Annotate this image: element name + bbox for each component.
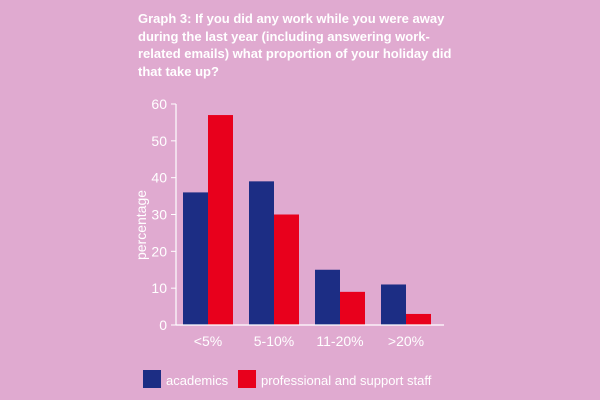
y-tick-label: 60: [151, 96, 167, 112]
y-tick-label: 20: [151, 243, 167, 259]
y-tick-label: 50: [151, 133, 167, 149]
bar-academics-1: [249, 181, 274, 325]
bar-professional-staff-1: [274, 214, 299, 325]
bar-academics-0: [183, 192, 208, 325]
y-tick-label: 10: [151, 280, 167, 296]
legend-label-0: academics: [166, 373, 229, 388]
y-tick-label: 40: [151, 170, 167, 186]
legend-swatch-1: [238, 370, 256, 388]
category-label: >20%: [388, 333, 424, 349]
legend-label-1: professional and support staff: [261, 373, 432, 388]
bar-professional-staff-2: [340, 291, 365, 325]
bar-professional-staff-3: [406, 313, 431, 325]
category-label: 5-10%: [254, 333, 294, 349]
legend-swatch-0: [143, 370, 161, 388]
chart-title: Graph 3: If you did any work while you w…: [138, 11, 452, 79]
bar-academics-3: [381, 284, 406, 325]
category-label: <5%: [194, 333, 222, 349]
bar-academics-2: [315, 269, 340, 325]
y-axis-label: percentage: [133, 190, 149, 260]
category-label: 11-20%: [316, 333, 363, 349]
y-tick-label: 30: [151, 207, 167, 223]
y-tick-label: 0: [159, 317, 167, 333]
bar-professional-staff-0: [208, 115, 233, 325]
